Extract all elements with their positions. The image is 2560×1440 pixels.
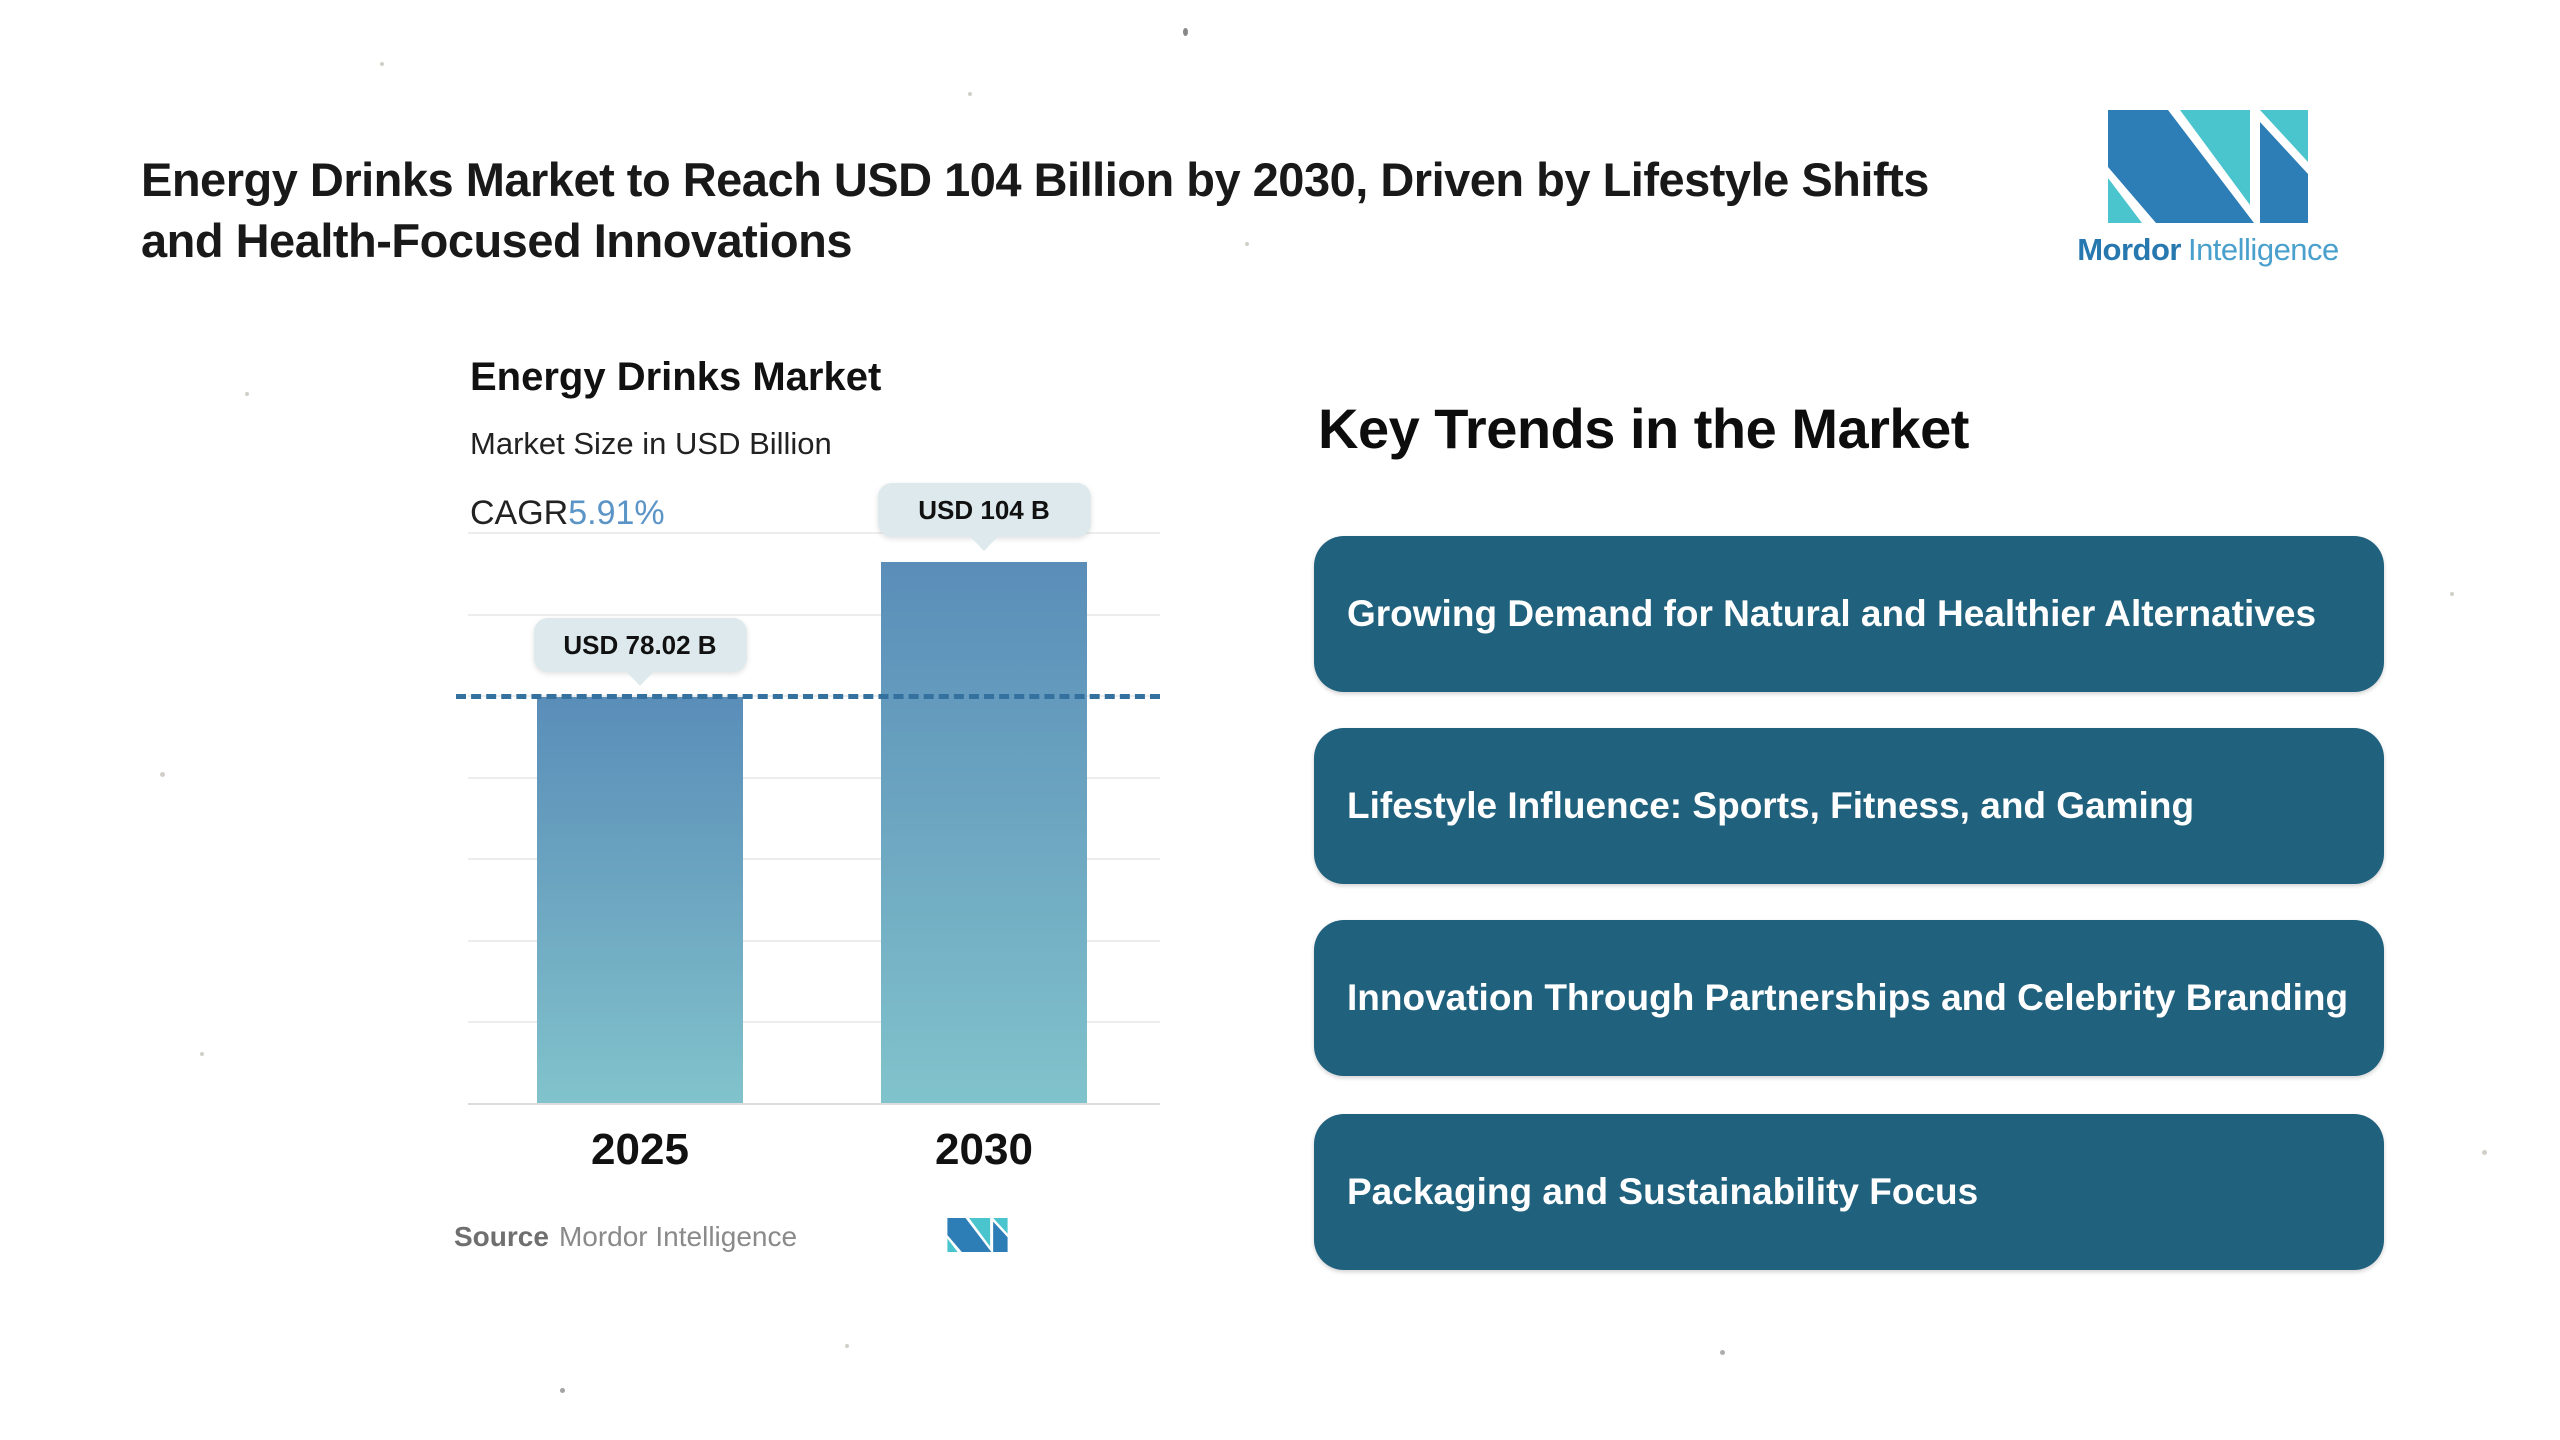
background-speck — [1183, 28, 1188, 36]
background-speck — [380, 62, 384, 66]
page-title-line2: and Health-Focused Innovations — [141, 214, 852, 268]
trend-card-3: Innovation Through Partnerships and Cele… — [1314, 920, 2384, 1076]
trend-card-1: Growing Demand for Natural and Healthier… — [1314, 536, 2384, 692]
trend-card-2: Lifestyle Influence: Sports, Fitness, an… — [1314, 728, 2384, 884]
value-tooltip-2025: USD 78.02 B — [533, 617, 747, 686]
value-tooltip-2030: USD 104 B — [877, 482, 1091, 551]
x-axis-line — [468, 1103, 1160, 1105]
trend-card-4: Packaging and Sustainability Focus — [1314, 1114, 2384, 1270]
gridline — [468, 1021, 1160, 1024]
bar-2030 — [881, 561, 1087, 1103]
key-trends-heading: Key Trends in the Market — [1318, 397, 1969, 460]
trend-card-4-label: Packaging and Sustainability Focus — [1347, 1171, 1979, 1212]
page-title-line1: Energy Drinks Market to Reach USD 104 Bi… — [141, 153, 1929, 207]
background-speck — [2450, 592, 2454, 596]
background-speck — [1720, 1350, 1725, 1355]
x-axis-label-2030: 2030 — [935, 1125, 1033, 1174]
background-speck — [160, 772, 165, 777]
logo-wordmark: Mordor Intelligence — [2048, 232, 2368, 268]
chart-subtitle: Market Size in USD Billion — [470, 426, 832, 461]
trend-card-3-label: Innovation Through Partnerships and Cele… — [1347, 977, 2349, 1018]
background-speck — [560, 1388, 565, 1393]
cagr-label: CAGR — [470, 494, 569, 532]
mordor-intelligence-logo: Mordor Intelligence — [2048, 110, 2368, 268]
source-label: Source — [454, 1221, 549, 1252]
background-speck — [1245, 242, 1249, 246]
trend-card-2-label: Lifestyle Influence: Sports, Fitness, an… — [1347, 785, 2195, 826]
mordor-logo-mark-icon — [2108, 110, 2308, 223]
background-speck — [2482, 1150, 2487, 1155]
gridline — [468, 613, 1160, 616]
background-speck — [968, 92, 972, 96]
source-value: Mordor Intelligence — [558, 1221, 798, 1252]
background-speck — [200, 1052, 204, 1056]
chart-cagr: CAGR5.91% — [470, 494, 665, 533]
logo-wordmark-bold: Mordor — [2077, 232, 2181, 267]
gridline — [468, 776, 1160, 779]
x-axis-label-2025: 2025 — [591, 1125, 689, 1174]
cagr-value: 5.91% — [568, 494, 665, 532]
reference-dashed-line — [456, 693, 1160, 699]
mordor-mini-logo-icon — [947, 1218, 1008, 1257]
gridline — [468, 532, 1160, 534]
gridline — [468, 939, 1160, 942]
trend-card-1-label: Growing Demand for Natural and Healthier… — [1347, 593, 2317, 634]
chart-title: Energy Drinks Market — [470, 355, 882, 399]
page-title: Energy Drinks Market to Reach USD 104 Bi… — [141, 149, 2141, 271]
logo-wordmark-regular: Intelligence — [2187, 232, 2339, 267]
source-attribution: Source Mordor Intelligence — [454, 1221, 797, 1253]
background-speck — [245, 392, 249, 396]
gridline — [468, 858, 1160, 861]
bar-2025 — [537, 696, 743, 1103]
background-speck — [845, 1344, 849, 1348]
